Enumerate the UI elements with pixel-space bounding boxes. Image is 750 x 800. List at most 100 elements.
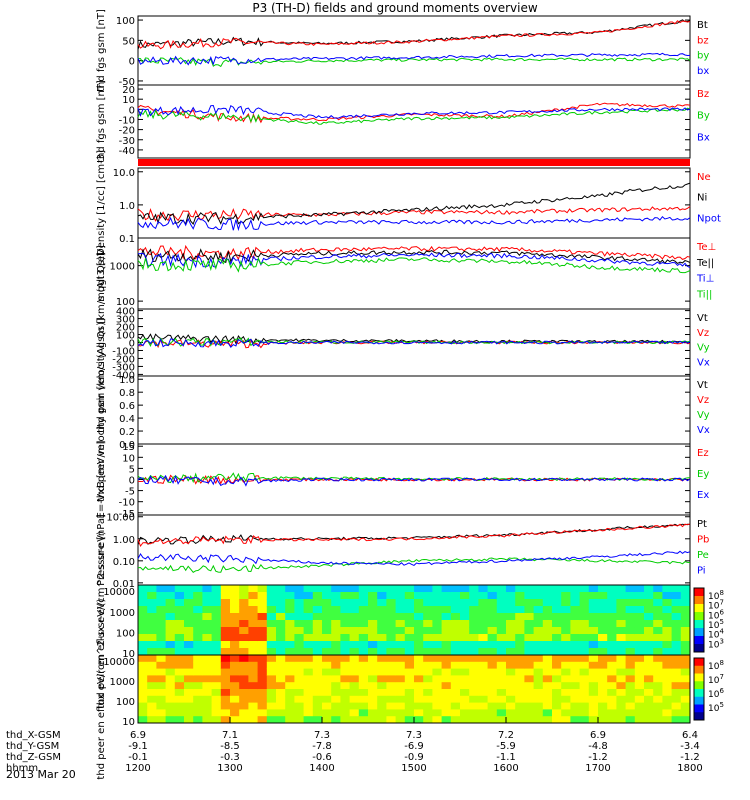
heatmap-cell [423, 675, 433, 683]
heatmap-cell [598, 641, 608, 649]
heatmap-cell [607, 668, 617, 676]
heatmap-cell [248, 716, 259, 724]
heatmap-cell [404, 709, 415, 717]
heatmap-cell [616, 675, 627, 683]
panel-1: 100 50 0 -50 thd fgs gsm [nT] Bt bz by bx [96, 9, 709, 92]
heatmap-cell [533, 634, 544, 642]
heatmap-cell [662, 709, 673, 717]
heatmap-cell [239, 606, 249, 614]
heatmap-cell [257, 627, 268, 635]
heatmap-cell [515, 716, 525, 724]
heatmap-cell [165, 606, 176, 614]
heatmap-cell [515, 592, 525, 600]
y-tick-label: -20 [119, 126, 135, 137]
heatmap-cell [588, 702, 599, 710]
series-line-Ex [137, 474, 691, 487]
heatmap-cell [533, 702, 544, 710]
y-tick-label: -100 [112, 346, 135, 357]
heatmap-cell [515, 675, 525, 683]
heatmap-cell [625, 702, 636, 710]
heatmap-cell [165, 592, 176, 600]
heatmap-cell [478, 592, 489, 600]
heatmap-cell [533, 716, 544, 724]
heatmap-cell [395, 620, 406, 628]
legend-Vx: Vx [697, 425, 710, 436]
panel-8: 10.00 1.00 0.10 0.01 Pressure [nPa] Pt Pb Pe Pi [96, 513, 709, 590]
heatmap-cell [349, 689, 360, 697]
heatmap-cell [230, 702, 240, 710]
heatmap-cell [671, 592, 682, 600]
heatmap-cell [184, 634, 194, 642]
heatmap-cell [174, 695, 185, 704]
heatmap-cell [138, 634, 148, 642]
y-tick-label: 100 [116, 697, 135, 708]
heatmap-cell [662, 675, 673, 683]
heatmap-cell [294, 620, 305, 628]
heatmap-cell [138, 702, 148, 710]
heatmap-cell [358, 655, 369, 663]
y-tick-label: 0.6 [119, 401, 135, 412]
heatmap-cell [312, 695, 323, 704]
heatmap-cell [644, 695, 654, 704]
heatmap-cell [340, 655, 351, 663]
colorbar-tick-exponent: 3 [719, 637, 723, 645]
heatmap-cell [432, 620, 443, 628]
heatmap-cell [570, 648, 581, 656]
heatmap-cell [230, 606, 240, 614]
heatmap-cell [579, 695, 590, 704]
heatmap-cell [441, 648, 452, 656]
heatmap-cell [607, 592, 617, 600]
heatmap-cell [156, 675, 167, 683]
heatmap-cell [496, 592, 507, 600]
heatmap-cell [515, 641, 525, 649]
heatmap-cell [331, 592, 341, 600]
heatmap-cell [478, 675, 489, 683]
heatmap-cell [653, 695, 663, 704]
heatmap-cell [542, 585, 553, 593]
series-line-Ti⊥ [137, 252, 691, 269]
heatmap-cell [147, 634, 157, 642]
heatmap-cell [441, 606, 452, 614]
heatmap-cell [450, 599, 461, 607]
heatmap-cell [506, 620, 516, 628]
heatmap-cell [515, 620, 525, 628]
y-tick-label: -300 [112, 362, 135, 373]
heatmap-cell [653, 613, 663, 621]
heatmap-cell [257, 682, 268, 690]
heatmap-cell [322, 675, 332, 683]
heatmap-cell [524, 627, 535, 635]
colorbar-tick-exponent: 5 [719, 618, 723, 626]
x-tick-label: 1600 [493, 763, 518, 774]
heatmap-cell [598, 716, 608, 724]
heatmap-cell [174, 620, 185, 628]
heatmap-cell [395, 606, 406, 614]
heatmap-cell [331, 634, 341, 642]
heatmap-cell [644, 716, 654, 724]
heatmap-cell [404, 585, 415, 593]
heatmap-cell [634, 620, 645, 628]
heatmap-cell [322, 695, 332, 704]
heatmap-cell [138, 682, 148, 690]
heatmap-cell [377, 709, 387, 717]
heatmap-cell [414, 627, 424, 635]
heatmap-cell [579, 606, 590, 614]
heatmap-cell [303, 682, 314, 690]
series-line-By [137, 107, 691, 125]
heatmap-cell [294, 661, 305, 670]
heatmap-cell [653, 648, 663, 656]
heatmap-cell [588, 655, 599, 663]
heatmap-cell [653, 661, 663, 670]
heatmap-cell [322, 641, 332, 649]
heatmap-cell [340, 689, 351, 697]
heatmap-cell [257, 655, 268, 663]
heatmap-cell [147, 655, 157, 663]
heatmap-cell [487, 634, 498, 642]
heatmap-cell [322, 620, 332, 628]
heatmap-cell [211, 648, 222, 656]
heatmap-cell [285, 620, 295, 628]
heatmap-cell [404, 695, 415, 704]
heatmap-cell [625, 641, 636, 649]
heatmap-cell [441, 585, 452, 593]
heatmap-cell [211, 716, 222, 724]
heatmap-cell [322, 682, 332, 690]
